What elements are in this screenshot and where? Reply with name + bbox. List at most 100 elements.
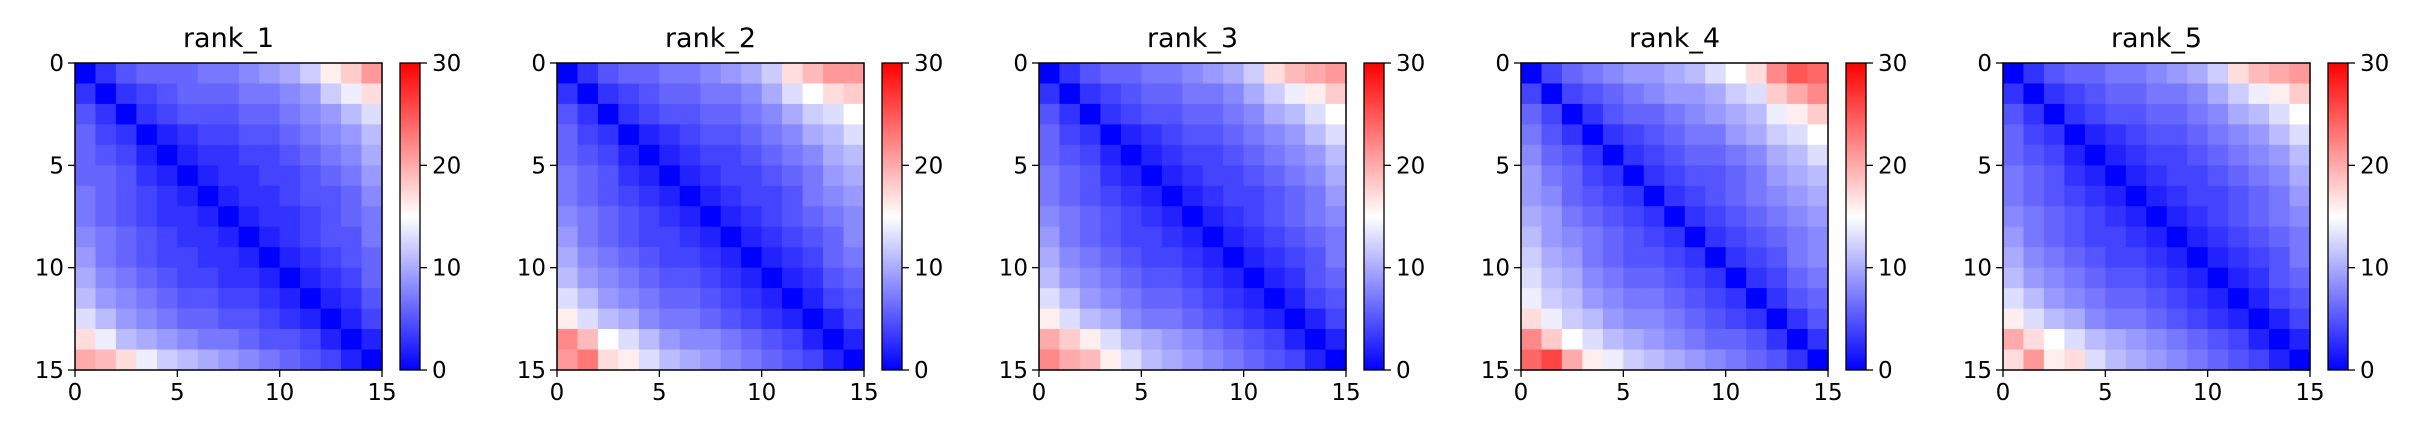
heatmap-cell xyxy=(700,144,722,166)
heatmap-cell xyxy=(115,247,137,269)
heatmap-cell xyxy=(843,349,865,371)
heatmap-cell xyxy=(341,185,363,207)
heatmap-cell xyxy=(2228,349,2250,371)
colorbar-tick-label: 0 xyxy=(2360,358,2375,384)
heatmap-cell xyxy=(1223,144,1245,166)
heatmap-cell xyxy=(259,165,281,187)
heatmap-cell xyxy=(2064,247,2086,269)
heatmap-cell xyxy=(577,144,599,166)
heatmap-cell xyxy=(1643,329,1665,351)
heatmap-cell xyxy=(2187,83,2209,105)
heatmap-cell xyxy=(1161,63,1183,85)
heatmap-cell xyxy=(279,329,301,351)
heatmap-cell xyxy=(1746,226,1768,248)
heatmap-cell xyxy=(2248,63,2270,85)
heatmap-cell xyxy=(2207,349,2229,371)
heatmap-cell xyxy=(2125,144,2147,166)
heatmap-cell xyxy=(1202,349,1224,371)
heatmap-cell xyxy=(2084,308,2106,330)
heatmap-cell xyxy=(1325,63,1347,85)
heatmap-cell xyxy=(659,165,681,187)
heatmap-cell xyxy=(1521,329,1543,351)
y-tick-label: 0 xyxy=(1495,51,1510,77)
heatmap-cell xyxy=(1521,349,1543,371)
heatmap-cell xyxy=(156,103,178,125)
heatmap-cell xyxy=(1059,288,1081,310)
heatmap-cell xyxy=(2228,83,2250,105)
heatmap-cell xyxy=(1684,206,1706,228)
heatmap-cell xyxy=(1725,206,1747,228)
heatmap-cell xyxy=(2166,144,2188,166)
heatmap-cell xyxy=(1039,185,1061,207)
heatmap-cell xyxy=(1766,103,1788,125)
heatmap-cell xyxy=(1325,288,1347,310)
heatmap-cell xyxy=(218,308,240,330)
heatmap-cell xyxy=(2064,329,2086,351)
heatmap-cell xyxy=(1161,226,1183,248)
panel-title: rank_4 xyxy=(1629,23,1720,54)
heatmap-cell xyxy=(1079,83,1101,105)
heatmap-cell xyxy=(2248,308,2270,330)
heatmap-cell xyxy=(823,349,845,371)
heatmap-cell xyxy=(75,288,97,310)
heatmap-cell xyxy=(843,63,865,85)
heatmap-cell xyxy=(679,63,701,85)
heatmap-cell xyxy=(843,308,865,330)
heatmap-cell xyxy=(156,124,178,146)
heatmap-cell xyxy=(2003,124,2025,146)
heatmap-cell xyxy=(2043,83,2065,105)
heatmap-cell xyxy=(1305,329,1327,351)
colorbar-tick-label: 20 xyxy=(914,153,943,179)
heatmap-cell xyxy=(720,165,742,187)
heatmap-cell xyxy=(1561,267,1583,289)
heatmap-cell xyxy=(1521,83,1543,105)
heatmap-cell xyxy=(2084,267,2106,289)
heatmap-cell xyxy=(2187,144,2209,166)
heatmap-cell xyxy=(1582,308,1604,330)
heatmap-cell xyxy=(700,185,722,207)
heatmap-cell xyxy=(1079,288,1101,310)
heatmap-cell xyxy=(2125,206,2147,228)
heatmap-cell xyxy=(659,124,681,146)
heatmap-cell xyxy=(1223,308,1245,330)
heatmap-cell xyxy=(2043,206,2065,228)
heatmap-cell xyxy=(1079,206,1101,228)
heatmap-cell xyxy=(115,288,137,310)
heatmap-cell xyxy=(1766,267,1788,289)
heatmap-cell xyxy=(1039,124,1061,146)
heatmap-cell xyxy=(1561,247,1583,269)
heatmap-cell xyxy=(1684,83,1706,105)
heatmap-cell xyxy=(2105,308,2127,330)
heatmap-cell xyxy=(361,83,383,105)
heatmap-cell xyxy=(218,349,240,371)
heatmap-cell xyxy=(1746,83,1768,105)
heatmap-cell xyxy=(1521,308,1543,330)
heatmap-cell xyxy=(1541,308,1563,330)
heatmap-cell xyxy=(1725,124,1747,146)
heatmap-cell xyxy=(1766,63,1788,85)
heatmap-cell xyxy=(2248,226,2270,248)
heatmap-cell xyxy=(741,144,763,166)
heatmap-cell xyxy=(2289,63,2311,85)
heatmap-cells xyxy=(1039,63,1347,371)
heatmap-cell xyxy=(2289,349,2311,371)
heatmap-cell xyxy=(823,83,845,105)
heatmap-cell xyxy=(320,267,342,289)
heatmap-cell xyxy=(1120,103,1142,125)
heatmap-cell xyxy=(2166,83,2188,105)
heatmap-cell xyxy=(156,288,178,310)
heatmap-cell xyxy=(2003,288,2025,310)
heatmap-cell xyxy=(1664,206,1686,228)
heatmap-cell xyxy=(1141,144,1163,166)
heatmap-cell xyxy=(720,144,742,166)
heatmap-cell xyxy=(638,124,660,146)
heatmap-cell xyxy=(279,63,301,85)
heatmap-cell xyxy=(577,349,599,371)
heatmap-cell xyxy=(2146,329,2168,351)
heatmap-cell xyxy=(2248,247,2270,269)
heatmap-cell xyxy=(761,308,783,330)
heatmap-cell xyxy=(279,267,301,289)
heatmap-cell xyxy=(2125,226,2147,248)
heatmap-cell xyxy=(1325,83,1347,105)
